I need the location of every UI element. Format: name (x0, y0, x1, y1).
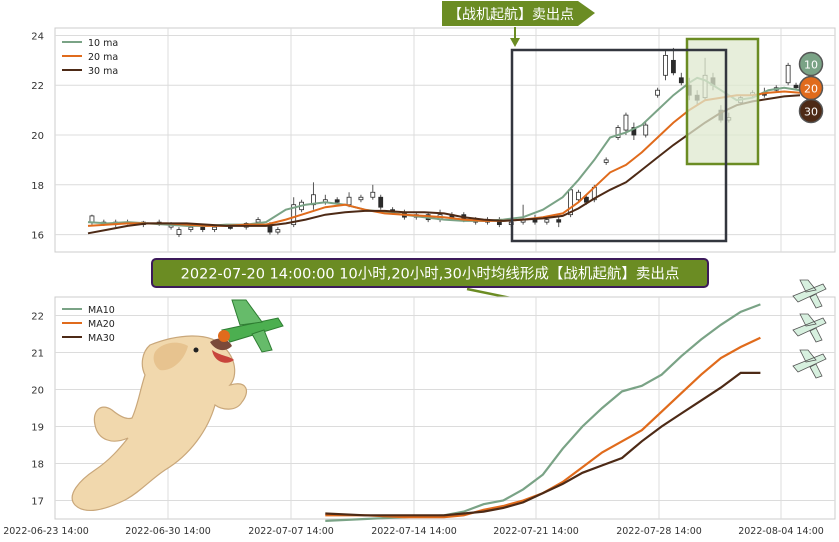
candle-up (311, 194, 316, 206)
candle-up (655, 89, 660, 96)
candle-up (255, 219, 261, 223)
legend-label-20ma: 20 ma (88, 52, 118, 63)
airplane-nose (218, 330, 230, 342)
ma-badges: 10 20 30 (798, 51, 824, 124)
bottom-y-tick-label: 17 (31, 497, 44, 508)
candle-up (370, 191, 376, 198)
candle-down (556, 219, 562, 223)
candle-down (584, 196, 589, 203)
candle-down (334, 199, 340, 203)
badge-30-label: 30 (804, 106, 818, 119)
badge-10 (798, 51, 824, 77)
candle-down (532, 219, 538, 223)
legend-label-ma10: MA10 (88, 305, 115, 316)
bottom-ma-lines (325, 303, 761, 522)
badge-20-label: 20 (804, 83, 818, 96)
bottom-legend: MA10 MA20 MA30 (62, 305, 115, 344)
top-y-tick-label: 22 (31, 81, 44, 92)
legend-label-10ma: 10 ma (88, 38, 118, 49)
signal-label-text: 【战机起航】卖出点 (448, 7, 574, 23)
legend-label-30ma: 30 ma (88, 66, 118, 77)
airplane-wing-top (231, 299, 263, 326)
bottom-x-tick-label: 2022-07-21 14:00 (493, 526, 579, 537)
caption-banner (151, 258, 709, 288)
candle-up (663, 54, 668, 76)
dog-ear (153, 342, 188, 371)
top-y-tick-label: 16 (31, 231, 44, 242)
bottom-y-tick-label: 18 (31, 460, 44, 471)
bottom-x-tick-label: 2022-07-28 14:00 (616, 526, 702, 537)
signal-arrow-head (510, 38, 520, 47)
candle-up (89, 215, 95, 223)
candle-up (291, 204, 297, 226)
bottom-x-tick-label: 2022-06-30 14:00 (125, 526, 211, 537)
caption-text: 2022-07-20 14:00:00 10小时,20小时,30小时均线形成【战… (181, 266, 680, 283)
legend-label-ma20: MA20 (88, 319, 115, 330)
top-legend: 10 ma 20 ma 30 ma (62, 38, 118, 77)
airplane-wing-bottom (251, 329, 273, 353)
top-y-tick-label: 24 (31, 31, 44, 42)
plane-marker-ma20 (792, 313, 827, 343)
badge-10-label: 10 (804, 59, 818, 72)
top-y-axis: 16 18 20 22 24 (31, 31, 44, 241)
candle-down (227, 226, 233, 229)
bottom-y-tick-label: 21 (31, 349, 44, 360)
candle-down (378, 196, 384, 208)
badge-30 (798, 98, 824, 124)
signal-highlight-box (685, 37, 760, 166)
candle-up (358, 196, 364, 201)
bottom-y-tick-label: 19 (31, 423, 44, 434)
candle-down (793, 84, 799, 89)
bottom-x-tick-label: 2022-06-23 14:00 (3, 526, 89, 537)
plane-marker-ma30 (792, 349, 827, 379)
top-y-tick-label: 20 (31, 131, 44, 142)
top-y-tick-label: 18 (31, 181, 44, 192)
candle-up (176, 229, 182, 235)
bottom-panel: 17 18 19 20 21 22 2022-06-23 14:00 2022-06-30 … (3, 279, 836, 537)
candle-down (678, 77, 684, 84)
signal-range-box (510, 48, 728, 243)
dog-illustration (71, 335, 248, 512)
dog-eye (193, 347, 199, 353)
legend-label-ma30: MA30 (88, 333, 115, 344)
bottom-line-MA30 (325, 371, 761, 517)
bottom-x-tick-label: 2022-08-04 14:00 (738, 526, 824, 537)
candle-down (200, 226, 206, 231)
candle-up (643, 124, 649, 136)
signal-label-banner (442, 1, 595, 26)
plane-markers (792, 279, 827, 379)
bottom-y-tick-label: 22 (31, 312, 44, 323)
candle-down (631, 127, 637, 136)
bottom-y-axis: 17 18 19 20 21 22 (31, 312, 44, 508)
candle-up (544, 219, 550, 223)
candle-up (623, 114, 629, 131)
bottom-x-tick-label: 2022-07-07 14:00 (248, 526, 334, 537)
dog-body (71, 335, 248, 512)
bottom-line-MA20 (325, 336, 761, 519)
top-grid (55, 28, 835, 252)
top-panel: 16 18 20 22 24 10 ma 20 ma 30 ma 【战机起航】卖出点 1… (31, 1, 836, 253)
candle-up (212, 226, 217, 231)
candle-up (603, 159, 609, 163)
candle-up (785, 64, 791, 84)
plane-marker-ma10 (792, 279, 827, 309)
candle-up (188, 226, 194, 231)
candle-up (615, 127, 621, 138)
candle-up (576, 191, 581, 201)
candle-up (275, 229, 281, 233)
bottom-x-tick-label: 2022-07-14 14:00 (371, 526, 457, 537)
dog-tongue (212, 350, 234, 363)
candle-down (671, 59, 676, 74)
bottom-x-axis: 2022-06-23 14:00 2022-06-30 14:00 2022-07-… (3, 526, 824, 537)
candle-up (346, 196, 352, 206)
bottom-y-tick-label: 20 (31, 386, 44, 397)
airplane-icon (218, 299, 284, 353)
